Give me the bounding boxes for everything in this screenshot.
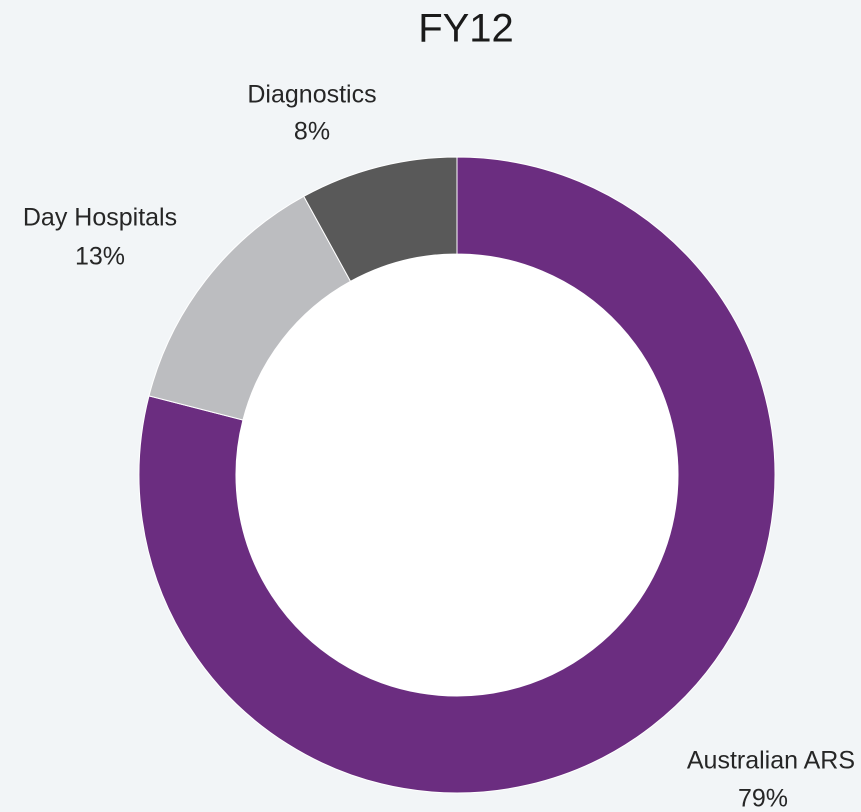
chart-title: FY12	[418, 7, 514, 51]
category-label: Diagnostics	[247, 81, 376, 109]
value-label: 8%	[294, 118, 330, 146]
category-label: Day Hospitals	[23, 204, 177, 232]
donut-hole	[236, 254, 678, 696]
value-label: 13%	[75, 243, 125, 271]
value-label: 79%	[738, 785, 788, 812]
category-label: Australian ARS	[687, 747, 855, 775]
